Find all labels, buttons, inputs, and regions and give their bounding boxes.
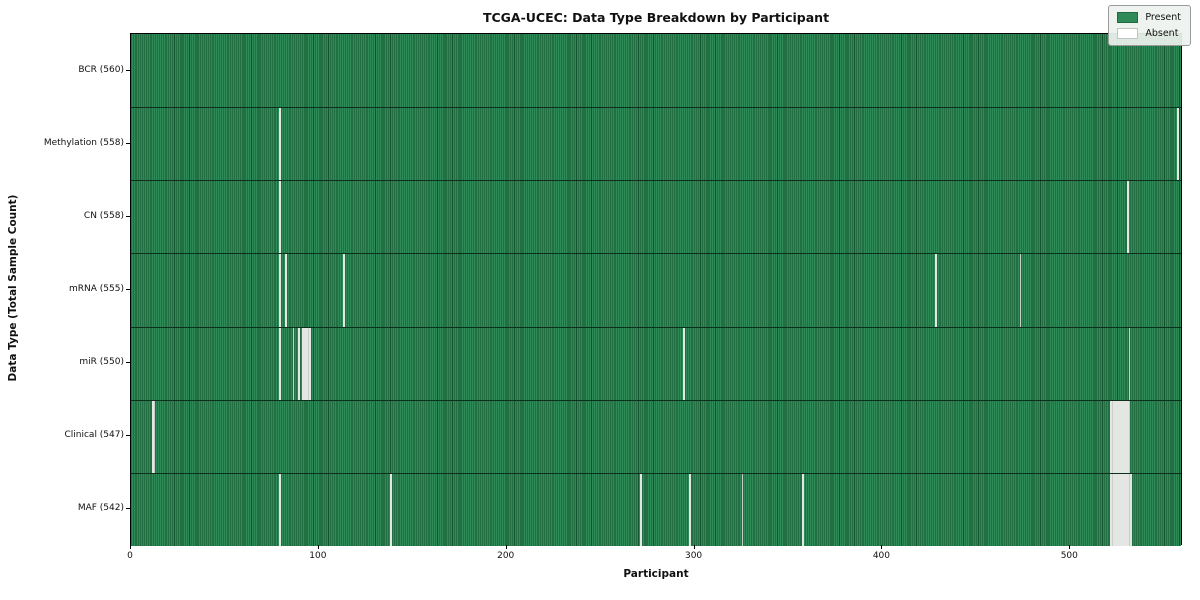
- absent-bar: [1109, 473, 1112, 546]
- plot-area: [130, 33, 1182, 546]
- row-band-maf: [131, 472, 1181, 546]
- absent-bar: [279, 473, 282, 546]
- x-tick-mark: [1069, 545, 1071, 549]
- absent-bar: [279, 254, 282, 327]
- present-swatch: [1117, 12, 1139, 23]
- y-tick-mark: [126, 362, 130, 364]
- absent-bar: [303, 327, 306, 400]
- legend-item-absent: Absent: [1117, 28, 1181, 39]
- absent-bar: [151, 400, 154, 473]
- x-tick-mark: [317, 545, 319, 549]
- absent-bar: [279, 181, 282, 254]
- absent-bar: [292, 327, 295, 400]
- x-tick-mark: [130, 545, 131, 549]
- legend: Present Absent: [1108, 5, 1191, 46]
- absent-bar: [307, 327, 310, 400]
- row-band-mrna: [131, 253, 1181, 327]
- absent-bar: [1122, 400, 1125, 473]
- chart-title: TCGA-UCEC: Data Type Breakdown by Partic…: [482, 10, 830, 25]
- y-tick-label-cn: CN (558): [83, 210, 124, 221]
- x-tick-label-100: 100: [309, 551, 327, 561]
- legend-item-present: Present: [1117, 12, 1181, 23]
- absent-bar: [1128, 400, 1131, 473]
- absent-bar: [801, 473, 804, 546]
- absent-bar: [285, 254, 287, 327]
- y-tick-mark: [126, 215, 130, 217]
- y-tick-label-bcr: BCR (560): [78, 64, 124, 75]
- absent-bar: [1117, 473, 1120, 546]
- absent-bar: [1115, 400, 1118, 473]
- absent-bar: [1124, 473, 1127, 546]
- x-tick-label-400: 400: [872, 551, 891, 561]
- absent-bar: [309, 327, 312, 400]
- absent-bar: [683, 327, 686, 400]
- absent-bar: [741, 473, 744, 546]
- absent-bar: [301, 327, 304, 400]
- absent-bar: [1126, 400, 1129, 473]
- x-tick-mark: [881, 545, 883, 549]
- legend-label-absent: Absent: [1145, 28, 1179, 39]
- absent-bar: [1128, 327, 1131, 400]
- row-band-cn: [131, 180, 1181, 254]
- absent-bar: [1119, 473, 1121, 546]
- absent-bar: [1113, 473, 1116, 546]
- absent-bar: [1115, 473, 1118, 546]
- absent-bar: [1111, 400, 1114, 473]
- y-tick-mark: [126, 289, 130, 290]
- y-tick-mark: [126, 508, 130, 510]
- absent-bar: [1130, 473, 1133, 546]
- absent-bar: [1177, 108, 1180, 181]
- row-band-methylation: [131, 107, 1181, 181]
- row-band-clinical: [131, 399, 1181, 473]
- absent-bar: [1019, 254, 1022, 327]
- absent-bar: [1122, 473, 1125, 546]
- absent-bar: [153, 400, 156, 473]
- legend-label-present: Present: [1145, 12, 1181, 23]
- absent-bar: [390, 473, 393, 546]
- row-band-bcr: [131, 34, 1181, 108]
- absent-bar: [1113, 400, 1116, 473]
- y-tick-mark: [126, 69, 130, 71]
- x-tick-mark: [505, 545, 507, 549]
- absent-bar: [935, 254, 937, 327]
- absent-bar: [688, 473, 691, 546]
- absent-bar: [640, 473, 642, 546]
- y-tick-mark: [126, 142, 130, 144]
- x-tick-label-300: 300: [684, 551, 703, 561]
- y-tick-mark: [126, 435, 130, 437]
- absent-bar: [1126, 473, 1129, 546]
- absent-bar: [1126, 181, 1129, 254]
- absent-bar: [279, 108, 282, 181]
- absent-bar: [1111, 473, 1114, 546]
- absent-bar: [1121, 473, 1123, 546]
- absent-bar: [343, 254, 346, 327]
- absent-bar: [1124, 400, 1127, 473]
- y-tick-label-mrna: mRNA (555): [69, 284, 124, 294]
- y-tick-label-methylation: Methylation (558): [43, 137, 124, 148]
- absent-bar: [1128, 473, 1131, 546]
- absent-bar: [1117, 400, 1120, 473]
- row-band-mir: [131, 326, 1181, 400]
- y-tick-label-clinical: Clinical (547): [64, 430, 124, 441]
- y-tick-label-mir: miR (550): [79, 357, 124, 368]
- absent-bar: [305, 327, 308, 400]
- absent-bar: [1119, 400, 1121, 473]
- x-axis-label: Participant: [623, 568, 689, 580]
- absent-bar: [1121, 400, 1123, 473]
- absent-bar: [279, 327, 282, 400]
- y-tick-label-maf: MAF (542): [77, 503, 124, 514]
- absent-swatch: [1117, 28, 1139, 39]
- x-tick-label-200: 200: [497, 551, 515, 561]
- x-tick-label-500: 500: [1060, 551, 1078, 561]
- absent-bar: [1109, 400, 1112, 473]
- x-tick-label-0: 0: [127, 551, 133, 561]
- absent-bar: [298, 327, 301, 400]
- x-tick-mark: [693, 545, 695, 549]
